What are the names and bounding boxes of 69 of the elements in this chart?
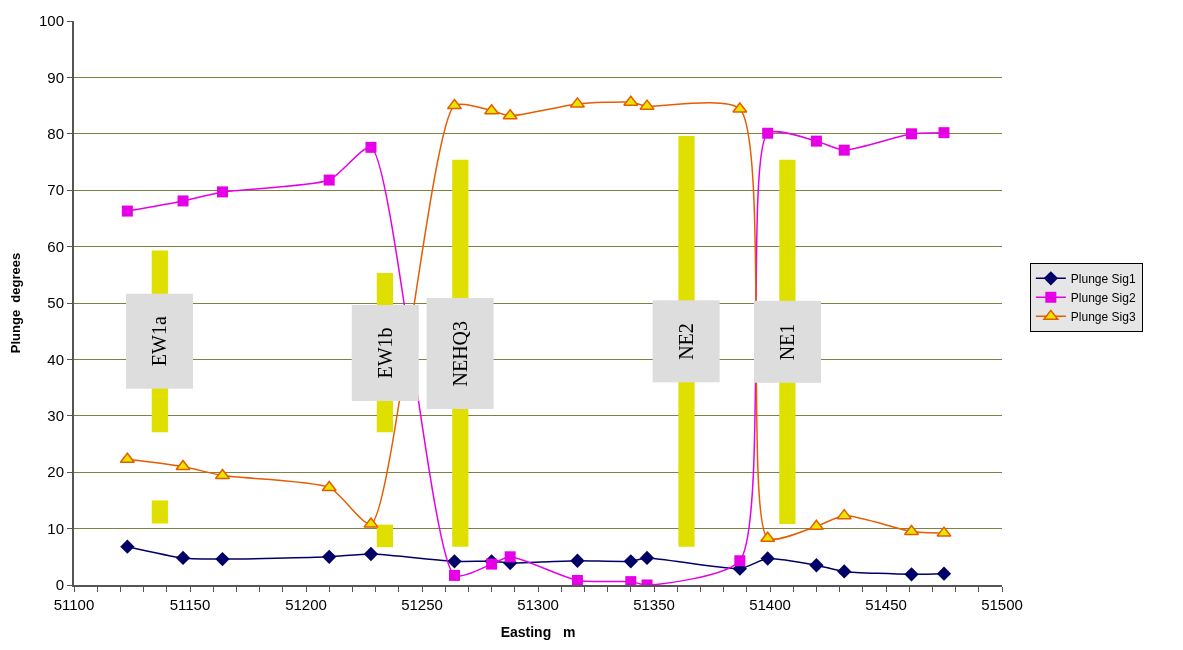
bar bbox=[151, 500, 168, 524]
y-axis-title: Plunge degrees bbox=[8, 252, 24, 354]
point bbox=[214, 468, 231, 480]
point bbox=[483, 103, 500, 115]
x-tick-label: 51100 bbox=[53, 596, 95, 613]
point bbox=[120, 539, 135, 554]
point bbox=[175, 550, 191, 566]
point bbox=[570, 553, 585, 568]
legend-label: Plunge Sig2 bbox=[1070, 291, 1136, 306]
point bbox=[809, 558, 824, 573]
point bbox=[177, 195, 189, 207]
point bbox=[639, 550, 655, 566]
point bbox=[363, 546, 379, 562]
x-tick-label: 51400 bbox=[749, 596, 791, 613]
point bbox=[623, 554, 638, 569]
y-tick-label: 80 bbox=[47, 125, 64, 143]
point bbox=[838, 144, 850, 156]
y-tick-label: 50 bbox=[47, 294, 64, 312]
point bbox=[447, 554, 462, 569]
annotation: EW1b bbox=[374, 327, 397, 379]
x-tick-label: 51150 bbox=[169, 596, 211, 613]
point bbox=[216, 186, 228, 198]
point bbox=[903, 524, 920, 536]
point bbox=[836, 508, 852, 520]
x-tick-label: 51250 bbox=[401, 596, 443, 613]
point bbox=[448, 569, 460, 581]
point bbox=[175, 459, 191, 471]
point bbox=[571, 574, 583, 585]
annotation: NEHQ3 bbox=[449, 320, 472, 387]
point bbox=[322, 549, 337, 564]
legend-label: Plunge Sig1 bbox=[1070, 272, 1136, 287]
y-tick-label: 40 bbox=[47, 350, 64, 368]
x-tick-label: 51500 bbox=[981, 596, 1023, 613]
point bbox=[936, 566, 952, 581]
y-tick-label: 0 bbox=[55, 576, 64, 594]
point bbox=[486, 558, 498, 570]
y-tick-label: 100 bbox=[38, 12, 64, 30]
point bbox=[625, 576, 637, 585]
x-axis-title: Easting m bbox=[500, 623, 576, 640]
y-tick-label: 20 bbox=[47, 463, 64, 481]
annotation: NE1 bbox=[776, 323, 799, 361]
point bbox=[121, 205, 133, 217]
point bbox=[321, 480, 337, 492]
point bbox=[504, 551, 516, 563]
y-tick-label: 60 bbox=[47, 237, 64, 255]
point bbox=[323, 174, 335, 186]
point bbox=[906, 128, 918, 140]
point bbox=[734, 555, 746, 567]
x-tick-label: 51450 bbox=[865, 596, 907, 613]
point bbox=[904, 567, 919, 582]
y-tick-label: 70 bbox=[47, 181, 64, 199]
y-tick-label: 90 bbox=[47, 68, 64, 86]
point bbox=[215, 551, 230, 567]
y-tick-label: 30 bbox=[47, 407, 64, 425]
point bbox=[938, 127, 950, 139]
x-tick-label: 51350 bbox=[633, 596, 675, 613]
point bbox=[365, 141, 377, 153]
annotation: NE2 bbox=[675, 323, 698, 360]
point bbox=[760, 551, 775, 566]
point bbox=[808, 519, 825, 531]
point bbox=[446, 98, 463, 110]
x-tick-label: 51200 bbox=[285, 596, 327, 613]
x-tick-label: 51300 bbox=[517, 596, 559, 613]
point bbox=[810, 135, 822, 147]
point bbox=[837, 564, 852, 579]
y-tick-label: 10 bbox=[47, 519, 64, 537]
legend-label: Plunge Sig3 bbox=[1070, 310, 1136, 325]
annotation: EW1a bbox=[148, 316, 171, 367]
point bbox=[762, 127, 774, 139]
